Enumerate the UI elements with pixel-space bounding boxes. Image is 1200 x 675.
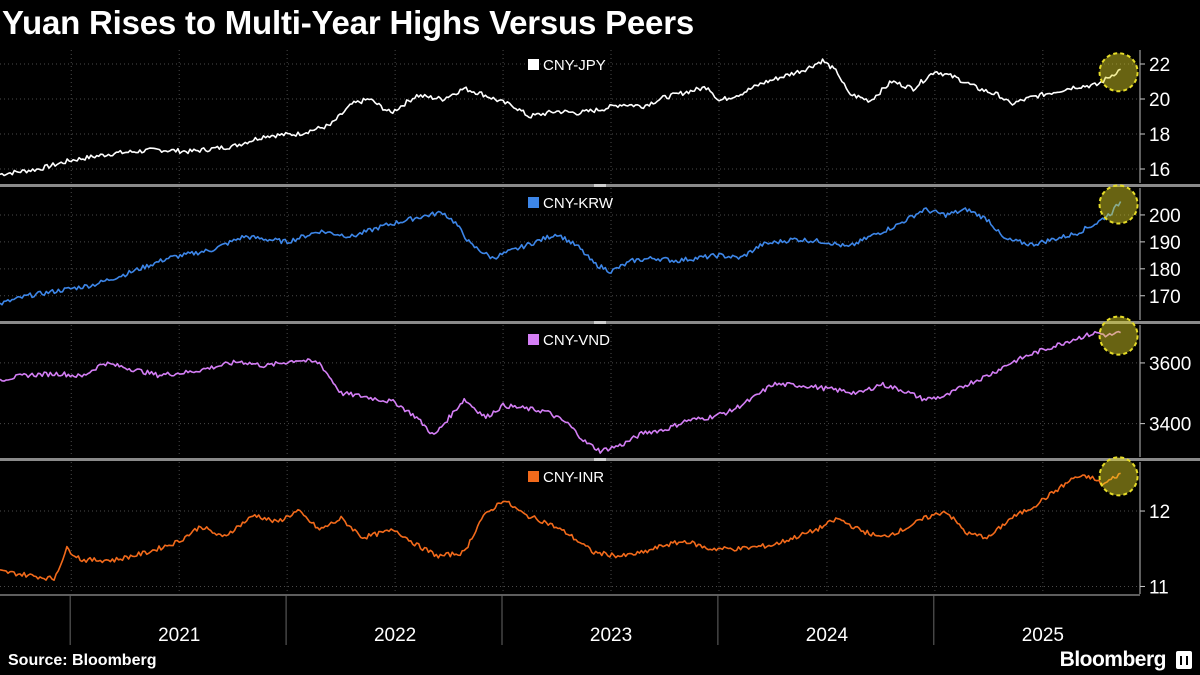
separator-handle <box>594 321 606 324</box>
x-tick-label: 2022 <box>374 625 416 646</box>
legend-swatch <box>528 59 539 70</box>
y-tick-label: 170 <box>1149 287 1181 308</box>
panel-cny-vnd: 3400 3600 CNY-VND <box>0 315 1200 461</box>
panel-cny-krw: 170 180 190 200 CNY-KRW <box>0 184 1200 324</box>
highlight-circle <box>1098 184 1139 225</box>
y-tick-label: 16 <box>1149 160 1170 181</box>
bloomberg-badge-icon <box>1176 651 1192 669</box>
y-tick-label: 180 <box>1149 260 1181 281</box>
series-line-cny-inr <box>0 472 1121 581</box>
chart-title: Yuan Rises to Multi-Year Highs Versus Pe… <box>2 4 695 41</box>
series-line-cny-vnd <box>0 330 1121 454</box>
highlight-circle <box>1098 315 1139 356</box>
y-tick-label: 12 <box>1149 502 1170 523</box>
source-note: Source: Bloomberg <box>8 652 157 669</box>
series-line-cny-krw <box>0 201 1122 306</box>
y-tick-label: 3600 <box>1149 354 1191 375</box>
legend-label: CNY-JPY <box>543 57 606 74</box>
legend-label: CNY-KRW <box>543 195 614 212</box>
legend-label: CNY-INR <box>543 469 604 486</box>
x-tick-label: 2025 <box>1022 625 1064 646</box>
legend-swatch <box>528 471 539 482</box>
legend-label: CNY-VND <box>543 332 610 349</box>
y-tick-label: 22 <box>1149 55 1170 76</box>
y-tick-label: 3400 <box>1149 415 1191 436</box>
x-tick-label: 2023 <box>590 625 632 646</box>
legend-swatch <box>528 334 539 345</box>
x-tick-label: 2024 <box>806 625 849 646</box>
x-tick-label: 2021 <box>158 625 200 646</box>
separator-handle <box>594 458 606 461</box>
panel-cny-inr: 11 12 CNY-INR <box>0 456 1170 598</box>
panel-cny-jpy: 16 18 20 22 CNY-JPY <box>0 50 1200 187</box>
brand-logo: Bloomberg <box>1059 648 1167 671</box>
y-tick-label: 20 <box>1149 90 1170 111</box>
separator-handle <box>594 184 606 187</box>
x-axis: 2021 2022 2023 2024 2025 <box>0 594 1140 646</box>
y-tick-label: 190 <box>1149 233 1181 254</box>
y-tick-label: 200 <box>1149 206 1181 227</box>
y-tick-label: 18 <box>1149 125 1170 146</box>
highlight-circle <box>1098 52 1139 93</box>
highlight-circle <box>1098 456 1139 497</box>
series-line-cny-jpy <box>0 58 1121 177</box>
chart-panels: 16 18 20 22 CNY-JPY 170 180 190 200 CNY-KRW 3400 36… <box>0 50 1200 598</box>
y-tick-label: 11 <box>1149 577 1169 598</box>
legend-swatch <box>528 197 539 208</box>
